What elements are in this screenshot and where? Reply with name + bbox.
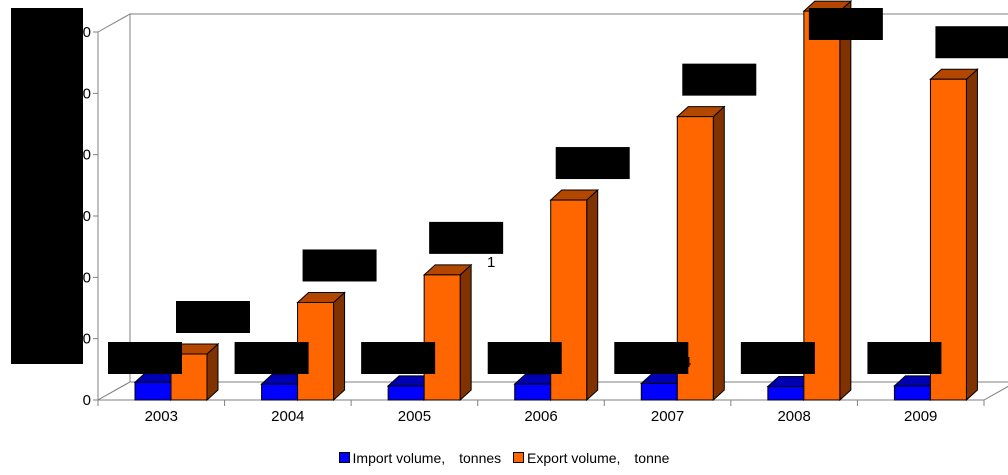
data-label-box [867, 342, 942, 374]
bar-side [586, 188, 599, 402]
data-label-box [176, 301, 250, 333]
data-label-box [429, 221, 504, 254]
bar-side [965, 68, 978, 402]
data-label-box [487, 342, 562, 374]
bar-import [261, 383, 299, 401]
bar-import [767, 386, 805, 401]
legend-item-import: Import volume, tonnes [338, 448, 502, 468]
bar-import [893, 385, 931, 401]
data-label-box [614, 342, 689, 374]
legend-item-export: Export volume, tonne [513, 448, 669, 468]
data-label-box [361, 342, 436, 374]
bar-side [839, 0, 852, 402]
data-label-box [108, 342, 182, 374]
data-label-box [234, 342, 309, 374]
bar-export [423, 274, 461, 401]
bar-export [803, 10, 841, 401]
bar-side [459, 263, 472, 402]
x-tick-label: 2004 [271, 408, 304, 425]
legend: Import volume, tonnes Export volume, ton… [0, 448, 1008, 468]
y-tick-label: 0 [83, 392, 91, 409]
bar-import [640, 382, 678, 401]
data-label-box [555, 147, 630, 180]
data-label-fragment: 4 [849, 26, 857, 43]
legend-swatch-import [338, 452, 350, 463]
legend-label-export: Export volume, tonne [527, 450, 670, 466]
x-tick-label: 2008 [777, 408, 810, 425]
bar-import [134, 381, 172, 401]
data-label-box [740, 342, 815, 374]
data-label-box [935, 26, 1008, 59]
legend-label-import: Import volume, tonnes [352, 450, 502, 466]
data-label-box [302, 249, 377, 282]
legend-swatch-export [513, 452, 525, 463]
x-tick-label: 2006 [524, 408, 557, 425]
data-label-fragment: 4 [240, 313, 248, 330]
x-tick-label: 2009 [904, 408, 937, 425]
bar-side [333, 291, 346, 402]
bar-import [387, 385, 425, 401]
x-tick-label: 2003 [145, 408, 178, 425]
y-axis-title-box [11, 8, 83, 364]
data-label-fragment: 1 [487, 254, 495, 271]
data-label-fragment: 4 [683, 354, 691, 371]
x-tick-label: 2005 [398, 408, 431, 425]
bar-import [514, 383, 552, 401]
x-tick-label: 2007 [651, 408, 684, 425]
data-label-box [808, 8, 883, 40]
bar-side [712, 105, 725, 402]
data-label-box [682, 63, 757, 96]
bar-chart: 0102030405060200320042005200620072008200… [11, 0, 1008, 425]
